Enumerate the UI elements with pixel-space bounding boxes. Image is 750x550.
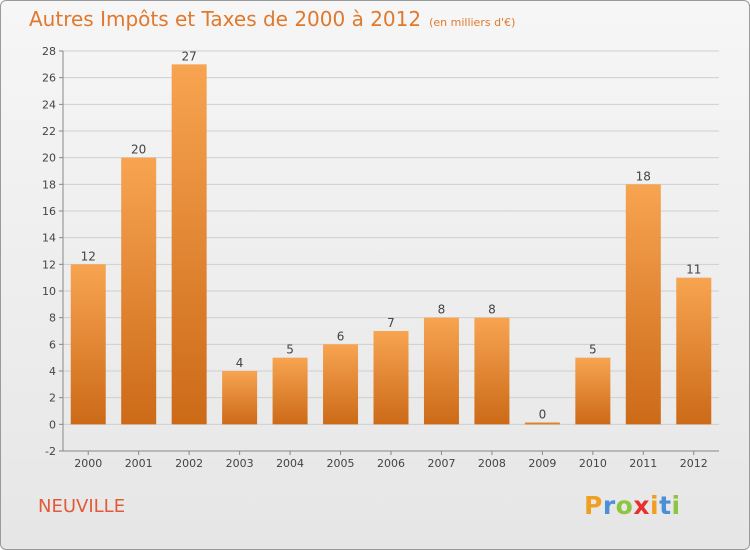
data-label: 20	[131, 143, 146, 157]
x-tick-label: 2012	[680, 457, 708, 470]
y-tick-label: 14	[42, 232, 56, 245]
y-tick-label: 10	[42, 285, 56, 298]
bar	[70, 264, 106, 425]
chart-title: Autres Impôts et Taxes de 2000 à 2012	[29, 7, 422, 31]
data-label: 18	[636, 169, 651, 183]
logo-letter: x	[633, 491, 650, 520]
y-tick-label: 24	[42, 98, 56, 111]
x-tick-label: 2011	[629, 457, 657, 470]
bar	[121, 157, 157, 425]
y-tick-label: 28	[42, 45, 56, 58]
x-tick-label: 2007	[427, 457, 455, 470]
y-tick-label: 26	[42, 72, 56, 85]
logo-letter: t	[659, 491, 672, 520]
bar	[524, 422, 560, 425]
logo-letter: r	[602, 491, 616, 520]
y-tick-label: 8	[49, 312, 56, 325]
x-tick-label: 2004	[276, 457, 304, 470]
logo-letter: i	[671, 491, 681, 520]
data-label: 0	[539, 407, 547, 421]
x-tick-label: 2003	[226, 457, 254, 470]
data-label: 5	[286, 343, 294, 357]
y-tick-label: 4	[49, 365, 56, 378]
bar	[676, 277, 712, 425]
bar	[222, 371, 258, 425]
data-label: 7	[387, 316, 395, 330]
y-tick-label: 12	[42, 258, 56, 271]
data-label: 8	[438, 303, 446, 317]
bar	[625, 184, 661, 425]
y-tick-label: 22	[42, 125, 56, 138]
y-tick-label: 16	[42, 205, 56, 218]
bar	[272, 357, 308, 425]
x-tick-label: 2006	[377, 457, 405, 470]
bar	[323, 344, 359, 425]
x-tick-label: 2008	[478, 457, 506, 470]
y-tick-label: 2	[49, 392, 56, 405]
data-label: 4	[236, 356, 244, 370]
bar	[575, 357, 611, 425]
data-label: 11	[686, 263, 701, 277]
logo-letter: i	[650, 491, 660, 520]
x-tick-label: 2005	[327, 457, 355, 470]
data-label: 27	[182, 49, 197, 63]
data-label: 5	[589, 343, 597, 357]
x-tick-label: 2010	[579, 457, 607, 470]
logo-letter: o	[615, 491, 634, 520]
logo-letter: P	[584, 491, 603, 520]
bar	[171, 64, 207, 425]
data-label: 6	[337, 329, 345, 343]
x-tick-label: 2001	[125, 457, 153, 470]
y-tick-label: 0	[49, 418, 56, 431]
x-tick-label: 2009	[528, 457, 556, 470]
bar	[474, 317, 510, 425]
y-tick-label: 18	[42, 178, 56, 191]
data-label: 8	[488, 303, 496, 317]
data-label: 12	[81, 249, 96, 263]
proxiti-logo: Proxiti	[584, 491, 681, 520]
y-tick-label: 6	[49, 338, 56, 351]
bar	[423, 317, 459, 425]
bar	[373, 331, 409, 425]
x-tick-label: 2000	[74, 457, 102, 470]
commune-name: NEUVILLE	[38, 496, 126, 517]
y-tick-label: 20	[42, 152, 56, 165]
chart-title-block: Autres Impôts et Taxes de 2000 à 2012 (en…	[29, 7, 515, 31]
y-tick-label: -2	[45, 445, 56, 458]
x-tick-label: 2002	[175, 457, 203, 470]
chart-subtitle: (en milliers d'€)	[429, 16, 516, 29]
